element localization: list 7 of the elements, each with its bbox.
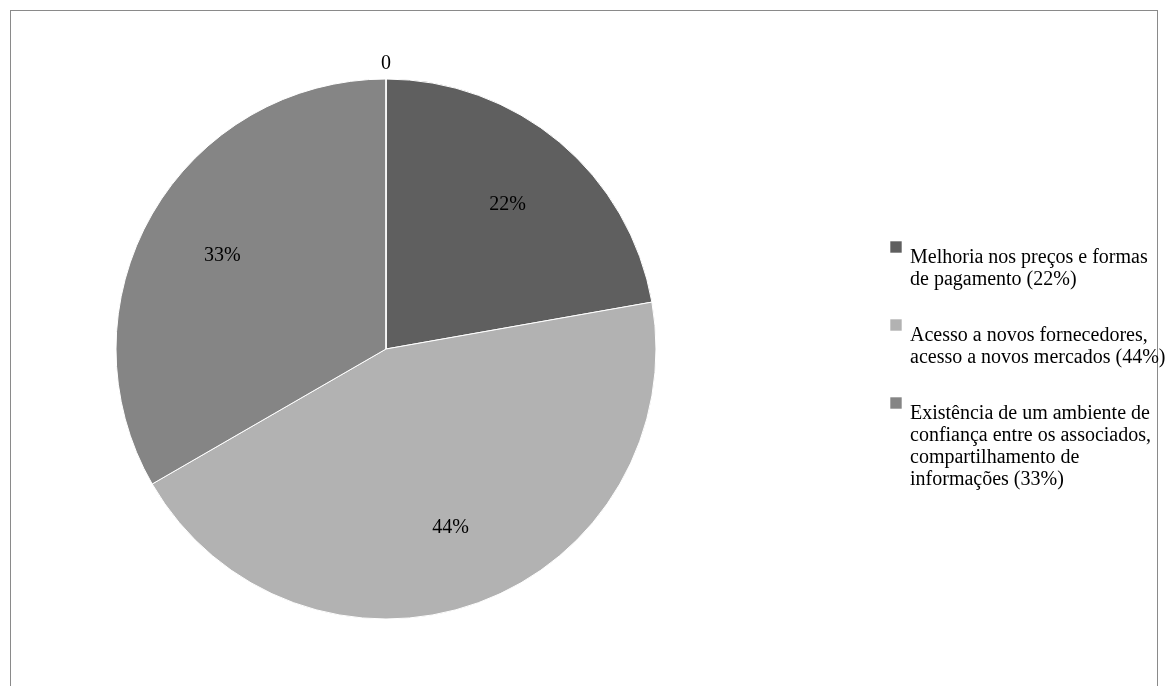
legend-label: Melhoria nos preços e formas de pagamento (22%) xyxy=(910,245,1148,290)
data-label: 44% xyxy=(432,514,469,537)
legend-label: Existência de um ambiente de confiança entre os associados, compartilhamento de informações (33%) xyxy=(910,401,1152,490)
data-label: 33% xyxy=(203,242,241,265)
data-label: 22% xyxy=(489,192,526,215)
text: 0 xyxy=(381,51,391,73)
legend-label: Acesso a novos fornecedores, acesso a novos mercados (44%) xyxy=(910,323,1166,368)
